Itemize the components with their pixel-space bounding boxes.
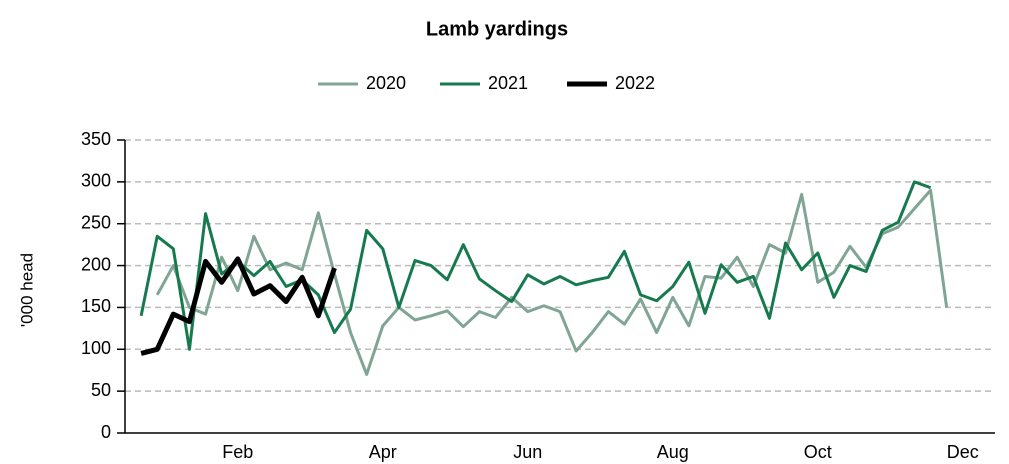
y-tick-label: 250 <box>81 212 111 232</box>
y-tick-label: 300 <box>81 171 111 191</box>
series-line <box>140 256 337 356</box>
x-tick-label: Feb <box>222 442 253 462</box>
y-tick-label: 0 <box>101 422 111 442</box>
legend-label: 2020 <box>366 73 406 93</box>
series-line <box>155 188 949 376</box>
y-axis-label: '000 head <box>17 253 36 327</box>
chart-title: Lamb yardings <box>426 18 568 40</box>
x-tick-label: Apr <box>369 442 397 462</box>
x-tick-label: Oct <box>804 442 832 462</box>
x-tick-label: Aug <box>657 442 689 462</box>
series-line <box>139 180 932 351</box>
y-tick-label: 100 <box>81 338 111 358</box>
y-tick-label: 350 <box>81 129 111 149</box>
x-tick-label: Dec <box>947 442 979 462</box>
x-tick-label: Jun <box>513 442 542 462</box>
y-tick-label: 200 <box>81 254 111 274</box>
legend-label: 2021 <box>488 73 528 93</box>
y-tick-label: 50 <box>91 380 111 400</box>
y-tick-label: 150 <box>81 296 111 316</box>
legend-label: 2022 <box>615 73 655 93</box>
